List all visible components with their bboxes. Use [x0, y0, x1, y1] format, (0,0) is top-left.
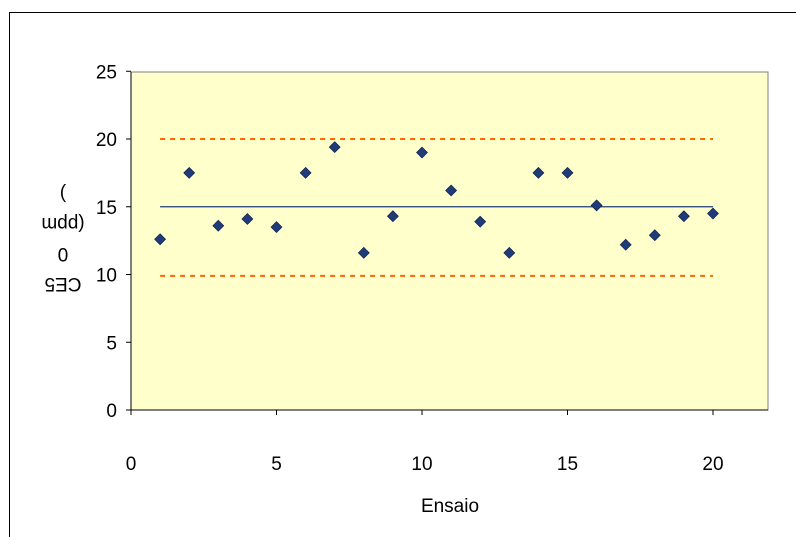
data-point — [445, 184, 458, 197]
x-axis-title: Ensaio — [421, 496, 479, 517]
chart-frame — [9, 12, 796, 537]
y-tick-label: 10 — [96, 266, 117, 287]
x-tick-label: 5 — [271, 454, 282, 475]
data-point — [386, 210, 399, 223]
data-point — [648, 229, 661, 242]
y-axis-title: CE5 0 (ppm) — [41, 183, 84, 294]
data-points — [154, 141, 719, 259]
axes — [126, 70, 768, 415]
y-axis-title-line: 0 — [58, 243, 69, 264]
data-point — [299, 166, 312, 179]
reference-lines — [160, 138, 713, 277]
data-point — [212, 219, 225, 232]
tick-labels: 0 5 10 15 20 25 0 5 10 15 20 — [96, 62, 724, 475]
plot-area — [130, 71, 769, 411]
data-point — [503, 246, 516, 259]
y-tick-label: 20 — [96, 130, 117, 151]
data-point — [677, 210, 690, 223]
data-point — [241, 213, 254, 225]
x-tick-label: 20 — [702, 454, 723, 475]
x-tick-label: 0 — [126, 454, 137, 475]
x-tick-label: 10 — [411, 454, 432, 475]
data-point — [532, 166, 545, 179]
y-axis-title-line: (ppm — [41, 213, 84, 234]
data-point — [416, 146, 428, 159]
data-point — [561, 166, 574, 179]
data-point — [357, 246, 370, 259]
data-point — [270, 221, 283, 233]
y-axis-title-line: ) — [60, 183, 66, 204]
y-tick-label: 25 — [96, 62, 117, 83]
x-tick-label: 15 — [557, 454, 578, 475]
data-point — [707, 207, 719, 220]
y-tick-label: 5 — [106, 333, 117, 354]
data-point — [183, 166, 196, 179]
y-axis-title-line: CE5 — [45, 273, 82, 294]
data-point — [328, 141, 341, 154]
y-tick-label: 15 — [96, 198, 117, 219]
data-point — [474, 215, 487, 228]
data-point — [590, 199, 603, 212]
data-point — [154, 233, 167, 246]
data-point — [619, 238, 632, 251]
y-tick-label: 0 — [106, 401, 117, 422]
